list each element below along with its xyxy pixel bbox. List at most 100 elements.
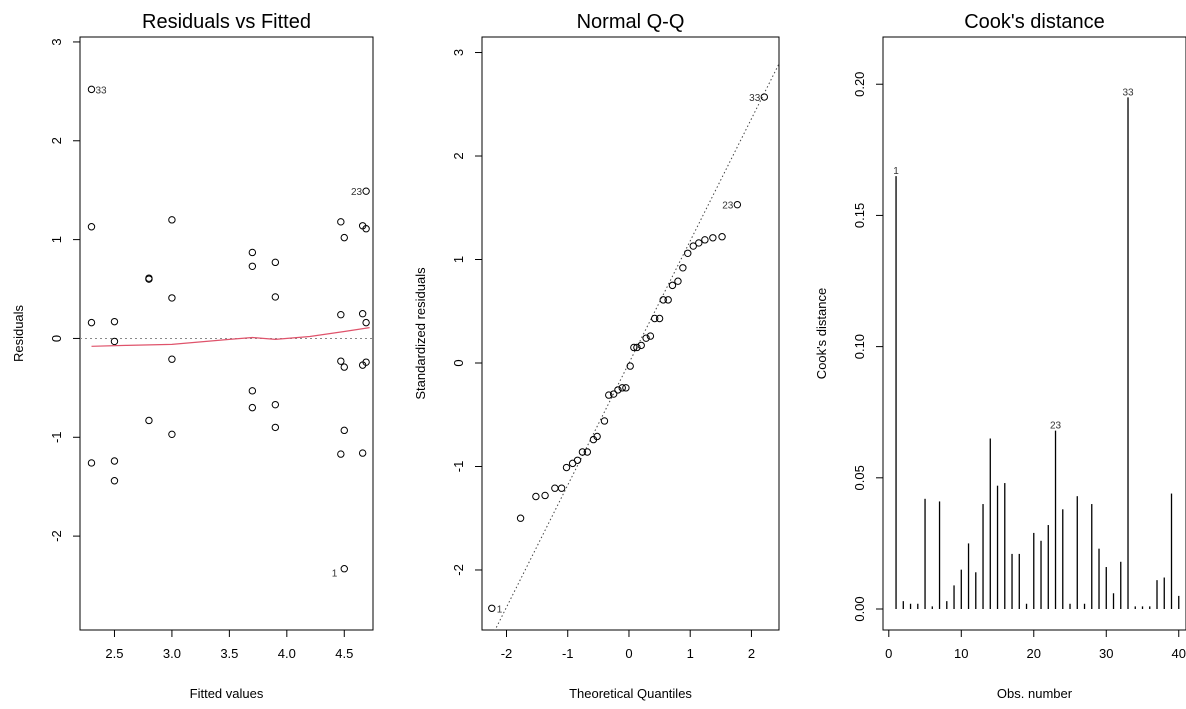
residual-point xyxy=(87,459,96,467)
y-tick-label: 0.10 xyxy=(852,334,867,359)
qq-point xyxy=(600,417,609,425)
observation-label: 1 xyxy=(497,604,503,615)
plot-frame xyxy=(882,36,1186,631)
residual-point xyxy=(145,416,153,425)
x-tick-label: 4.0 xyxy=(278,646,296,661)
y-tick-label: 2 xyxy=(451,152,466,159)
smoother-line xyxy=(91,327,370,347)
residual-point xyxy=(87,223,96,231)
residual-point xyxy=(362,318,370,327)
qq-point xyxy=(630,343,638,352)
x-axis-label: Obs. number xyxy=(997,686,1073,701)
plot-area xyxy=(895,97,1180,610)
x-tick-label: -2 xyxy=(501,646,513,661)
residual-point xyxy=(248,403,257,412)
residual-point xyxy=(110,337,119,346)
qq-point xyxy=(659,296,667,304)
qq-point xyxy=(541,491,549,500)
qq-point xyxy=(668,281,677,290)
residual-point xyxy=(337,357,345,365)
x-tick-label: -1 xyxy=(562,646,574,661)
qq-point xyxy=(679,264,687,272)
y-tick-label: 0 xyxy=(451,359,466,366)
residual-point xyxy=(271,293,280,301)
qq-point xyxy=(674,277,682,285)
residual-point xyxy=(110,457,119,465)
qq-point xyxy=(488,604,496,612)
residual-point xyxy=(248,387,257,395)
qq-point xyxy=(718,233,726,241)
x-tick-label: 40 xyxy=(1172,646,1186,661)
observation-label: 23 xyxy=(351,187,363,198)
qq-point xyxy=(637,341,645,350)
observation-label: 33 xyxy=(1122,87,1134,98)
qq-point xyxy=(655,314,664,323)
residual-point xyxy=(271,258,280,267)
x-tick-label: 3.0 xyxy=(163,646,181,661)
residual-point xyxy=(87,318,96,327)
x-tick-label: 0 xyxy=(885,646,892,661)
qq-point xyxy=(695,239,703,247)
qq-point xyxy=(684,249,692,257)
residual-point xyxy=(340,426,348,435)
residual-point xyxy=(340,363,348,371)
qq-point xyxy=(516,514,525,522)
qq-point xyxy=(689,242,697,250)
residual-point xyxy=(337,450,345,458)
y-axis-label: Residuals xyxy=(11,304,26,362)
qq-point xyxy=(562,463,571,472)
plot-area xyxy=(80,85,373,573)
plot-frame xyxy=(79,36,374,631)
y-tick-label: 1 xyxy=(49,236,64,243)
residual-point xyxy=(168,430,176,439)
x-tick-label: 2 xyxy=(748,646,755,661)
y-tick-label: -1 xyxy=(451,461,466,473)
qq-point xyxy=(593,432,601,441)
qq-point xyxy=(701,236,709,244)
qq-point xyxy=(578,448,587,456)
residual-point xyxy=(248,248,257,257)
residual-point xyxy=(168,216,176,224)
observation-label: 1 xyxy=(332,569,338,580)
y-axis-label: Standardized residuals xyxy=(413,267,428,400)
qq-point xyxy=(622,384,630,392)
cooks-distance-panel: Cook's distance Obs. number Cook's distanc… xyxy=(814,11,1186,701)
chart-title: Cook's distance xyxy=(964,11,1105,33)
y-tick-label: 1 xyxy=(451,256,466,263)
y-tick-label: 2 xyxy=(49,137,64,144)
qq-point xyxy=(609,390,618,398)
chart-title: Normal Q-Q xyxy=(577,11,685,33)
residual-point xyxy=(145,275,153,283)
x-tick-label: 20 xyxy=(1027,646,1041,661)
y-tick-label: -2 xyxy=(49,530,64,542)
y-tick-label: 0 xyxy=(49,335,64,342)
qq-point xyxy=(633,343,641,352)
x-tick-label: 30 xyxy=(1099,646,1113,661)
observation-label: 33 xyxy=(749,93,761,104)
observation-label: 33 xyxy=(95,85,107,96)
y-tick-label: 0.15 xyxy=(852,203,867,228)
observation-label: 1 xyxy=(893,166,899,177)
residual-point xyxy=(358,310,367,318)
qq-point xyxy=(583,448,592,456)
residual-point xyxy=(168,294,176,302)
qq-point xyxy=(733,200,742,209)
qq-point xyxy=(605,391,613,399)
x-tick-label: 3.5 xyxy=(220,646,238,661)
x-tick-label: 2.5 xyxy=(105,646,123,661)
y-tick-label: 0.05 xyxy=(852,465,867,490)
y-tick-label: -1 xyxy=(49,431,64,443)
residual-point xyxy=(87,85,96,94)
residual-point xyxy=(337,218,345,226)
plot-frame xyxy=(481,36,780,631)
x-axis-label: Fitted values xyxy=(190,686,264,701)
residual-point xyxy=(337,311,345,319)
residual-point xyxy=(362,225,370,233)
residual-point xyxy=(168,355,176,363)
x-tick-label: 10 xyxy=(954,646,968,661)
y-axis-label: Cook's distance xyxy=(814,288,829,379)
y-tick-label: -2 xyxy=(451,564,466,576)
residual-point xyxy=(358,449,367,457)
x-tick-label: 4.5 xyxy=(335,646,353,661)
